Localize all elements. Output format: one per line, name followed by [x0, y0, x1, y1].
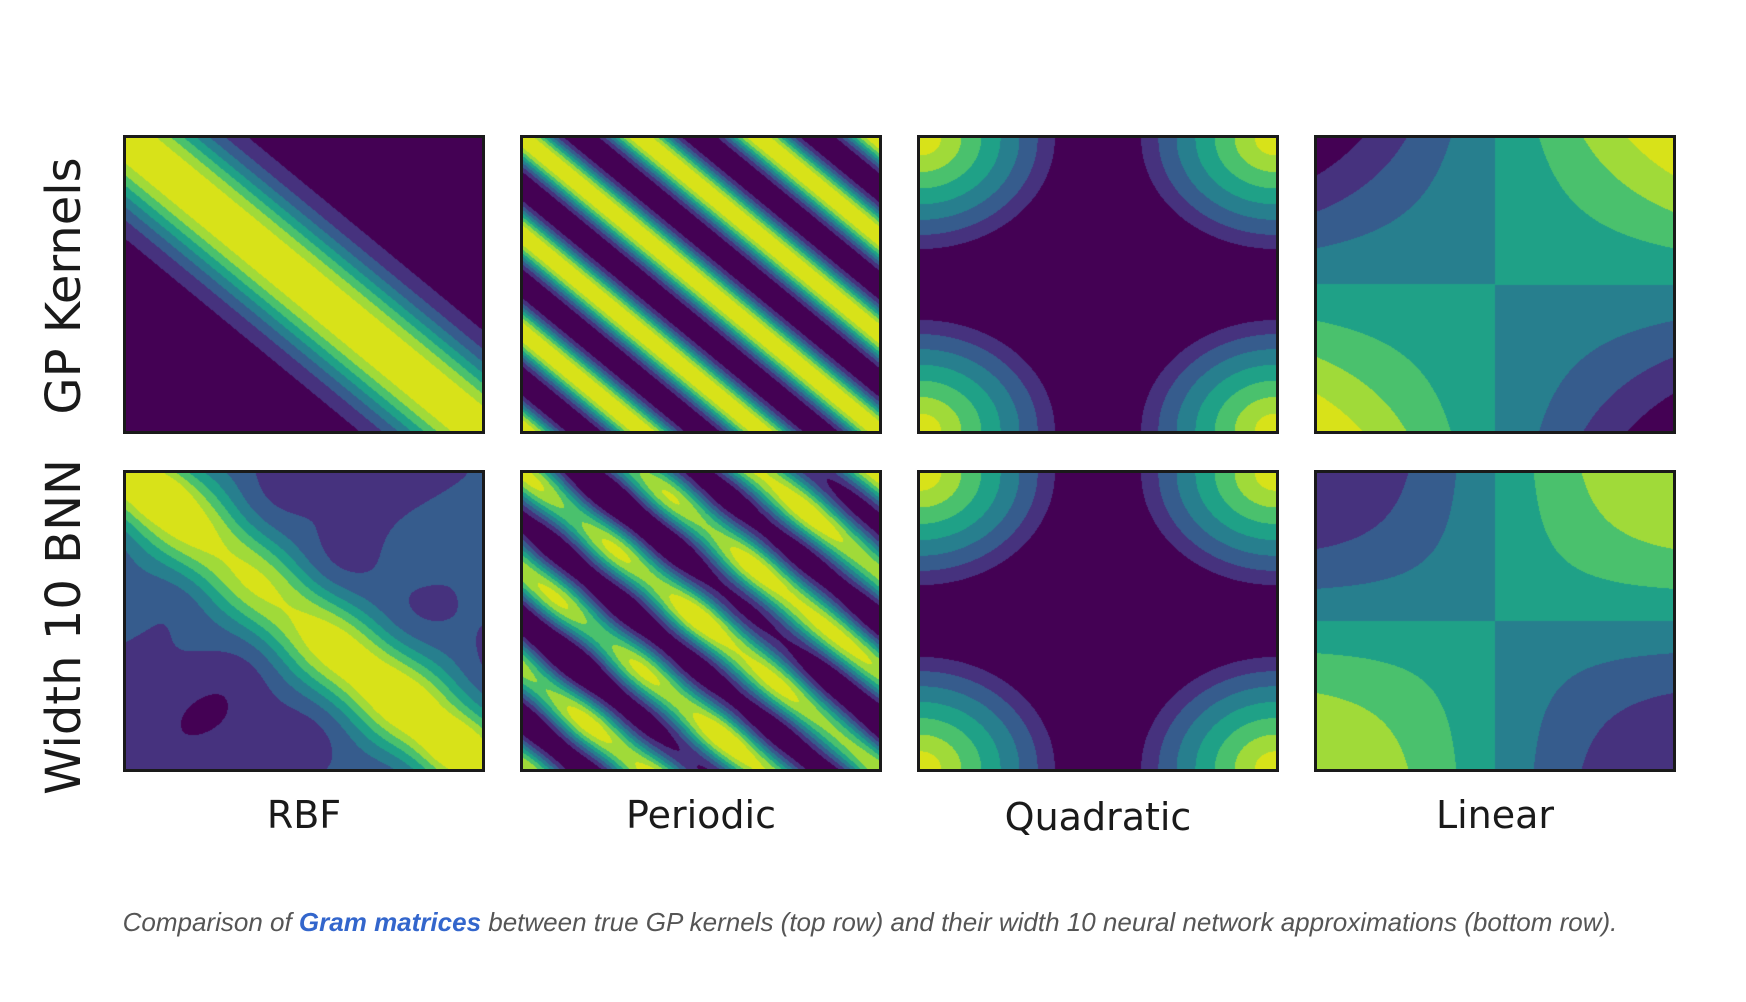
- row-label-gp-kernels: GP Kernels: [36, 157, 92, 415]
- col-label-periodic: Periodic: [626, 793, 776, 837]
- heatmap-gp-linear: [1314, 135, 1676, 434]
- figure-caption: Comparison of Gram matrices between true…: [80, 902, 1660, 942]
- col-label-quadratic: Quadratic: [1004, 795, 1192, 839]
- heatmap-gp-rbf: [123, 135, 485, 434]
- row-label-bnn: Width 10 BNN: [36, 459, 92, 795]
- heatmap-bnn-linear: [1314, 470, 1676, 772]
- heatmap-bnn-periodic: [520, 470, 882, 772]
- heatmap-bnn-rbf: [123, 470, 485, 772]
- heatmap-gp-periodic: [520, 135, 882, 434]
- caption-prefix: Comparison of: [122, 907, 299, 937]
- col-label-linear: Linear: [1435, 793, 1555, 837]
- col-label-rbf: RBF: [266, 793, 342, 837]
- heatmap-bnn-quadratic: [917, 470, 1279, 772]
- caption-suffix: between true GP kernels (top row) and th…: [481, 907, 1618, 937]
- heatmap-gp-quadratic: [917, 135, 1279, 434]
- gram-matrices-link[interactable]: Gram matrices: [298, 907, 482, 937]
